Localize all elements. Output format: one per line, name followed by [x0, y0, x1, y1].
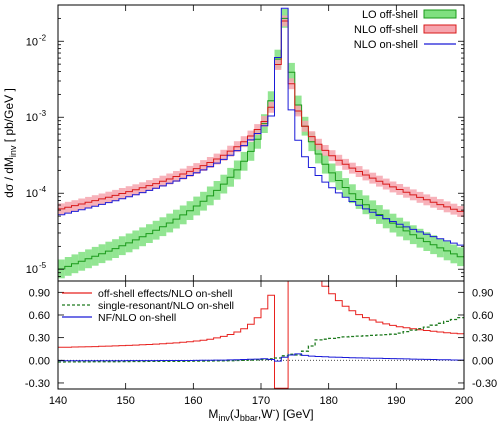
main-y-axis-label-sub: inv [8, 145, 18, 157]
ratio-y-tick-label-right: 0.90 [472, 287, 493, 299]
x-axis-label-sub2: bbar [240, 413, 258, 423]
ratio-y-tick-label-right: 0.30 [472, 333, 493, 345]
ratio-y-tick-label-left: 0.30 [29, 333, 50, 345]
main-legend-label: LO off-shell [362, 9, 418, 21]
series-line-nlo-on-shell [58, 7, 464, 246]
main-y-tick-label: 10 [26, 188, 38, 200]
ratio-panel: -0.30 -0.30 0.00 0.00 0.30 0.30 0.60 0.60 0.90 0.… [25, 280, 497, 423]
main-y-tick-base: 10 [26, 112, 38, 124]
x-tick-label: 150 [116, 395, 134, 407]
x-axis-label-mid2: ,W [258, 407, 273, 421]
main-y-axis-label: dσ / dMinv [ pb/GeV ] [2, 88, 18, 198]
main-y-tick-labels: 10-510-410-310-2 [26, 33, 47, 276]
main-legend: LO off-shell NLO off-shell NLO on-shell [354, 9, 457, 51]
x-axis-label: Minv(Jbbar,W-) [GeV] [208, 405, 313, 423]
main-y-axis-label-unit: [ pb/GeV ] [2, 88, 16, 145]
main-y-tick-base: 10 [26, 36, 38, 48]
main-y-tick-base: 10 [26, 188, 38, 200]
main-legend-label: NLO on-shell [354, 39, 418, 51]
x-tick-label: 200 [455, 395, 473, 407]
ratio-legend: off-shell effects/NLO on-shellsingle-res… [62, 288, 234, 324]
main-y-tick-exponent: -5 [39, 261, 47, 270]
x-tick-label: 180 [319, 395, 337, 407]
ratio-x-tick-labels: 140 150 160 170 180 190 200 [49, 395, 473, 407]
main-y-tick-exponent: -2 [39, 33, 47, 42]
x-axis-label-sub1: inv [218, 413, 230, 423]
main-y-tick-label: 10 [26, 264, 38, 276]
x-axis-label-unit: ) [GeV] [276, 407, 314, 421]
ratio-legend-label: off-shell effects/NLO on-shell [98, 288, 232, 300]
main-legend-swatch [423, 24, 457, 34]
ratio-y-tick-labels: -0.30 -0.30 0.00 0.00 0.30 0.30 0.60 0.60 0.90 0.… [25, 287, 497, 390]
ratio-y-tick-label-right: 0.00 [472, 355, 493, 367]
x-axis-label-main: M [208, 407, 218, 421]
main-y-tick-base: 10 [26, 264, 38, 276]
ratio-y-tick-label-right: 0.60 [472, 310, 493, 322]
ratio-legend-label: NF/NLO on-shell [98, 312, 176, 324]
ratio-y-tick-label-left: -0.30 [25, 378, 50, 390]
main-y-tick-exponent: -4 [39, 185, 47, 194]
x-axis-label-mid: (J [230, 407, 240, 421]
ratio-y-tick-label-left: 0.60 [29, 310, 50, 322]
x-tick-label: 170 [252, 395, 270, 407]
main-legend-label: NLO off-shell [354, 24, 418, 36]
ratio-plot-frame [57, 280, 465, 390]
ratio-line-off-shell-effects-nlo-on-shell [58, 281, 464, 389]
main-y-tick-exponent: -3 [39, 109, 47, 118]
ratio-line-nf-nlo-on-shell [58, 353, 464, 362]
ratio-lines [58, 281, 464, 389]
ratio-legend-label: single-resonant/NLO on-shell [98, 300, 234, 312]
x-tick-label: 140 [49, 395, 67, 407]
main-y-tick-label: 10 [26, 36, 38, 48]
ratio-y-tick-label-right: -0.30 [472, 378, 497, 390]
main-legend-swatch [423, 9, 457, 19]
x-tick-label: 160 [184, 395, 202, 407]
main-lines [58, 7, 464, 270]
ratio-line-single-resonant-nlo-on-shell [58, 316, 464, 363]
x-axis-label-sup: - [273, 405, 276, 415]
x-tick-label: 190 [387, 395, 405, 407]
ratio-y-tick-label-left: 0.90 [29, 287, 50, 299]
ratio-y-tick-label-left: 0.00 [29, 355, 50, 367]
main-y-axis-label-main: dσ / dM [2, 157, 16, 198]
main-y-tick-label: 10 [26, 112, 38, 124]
